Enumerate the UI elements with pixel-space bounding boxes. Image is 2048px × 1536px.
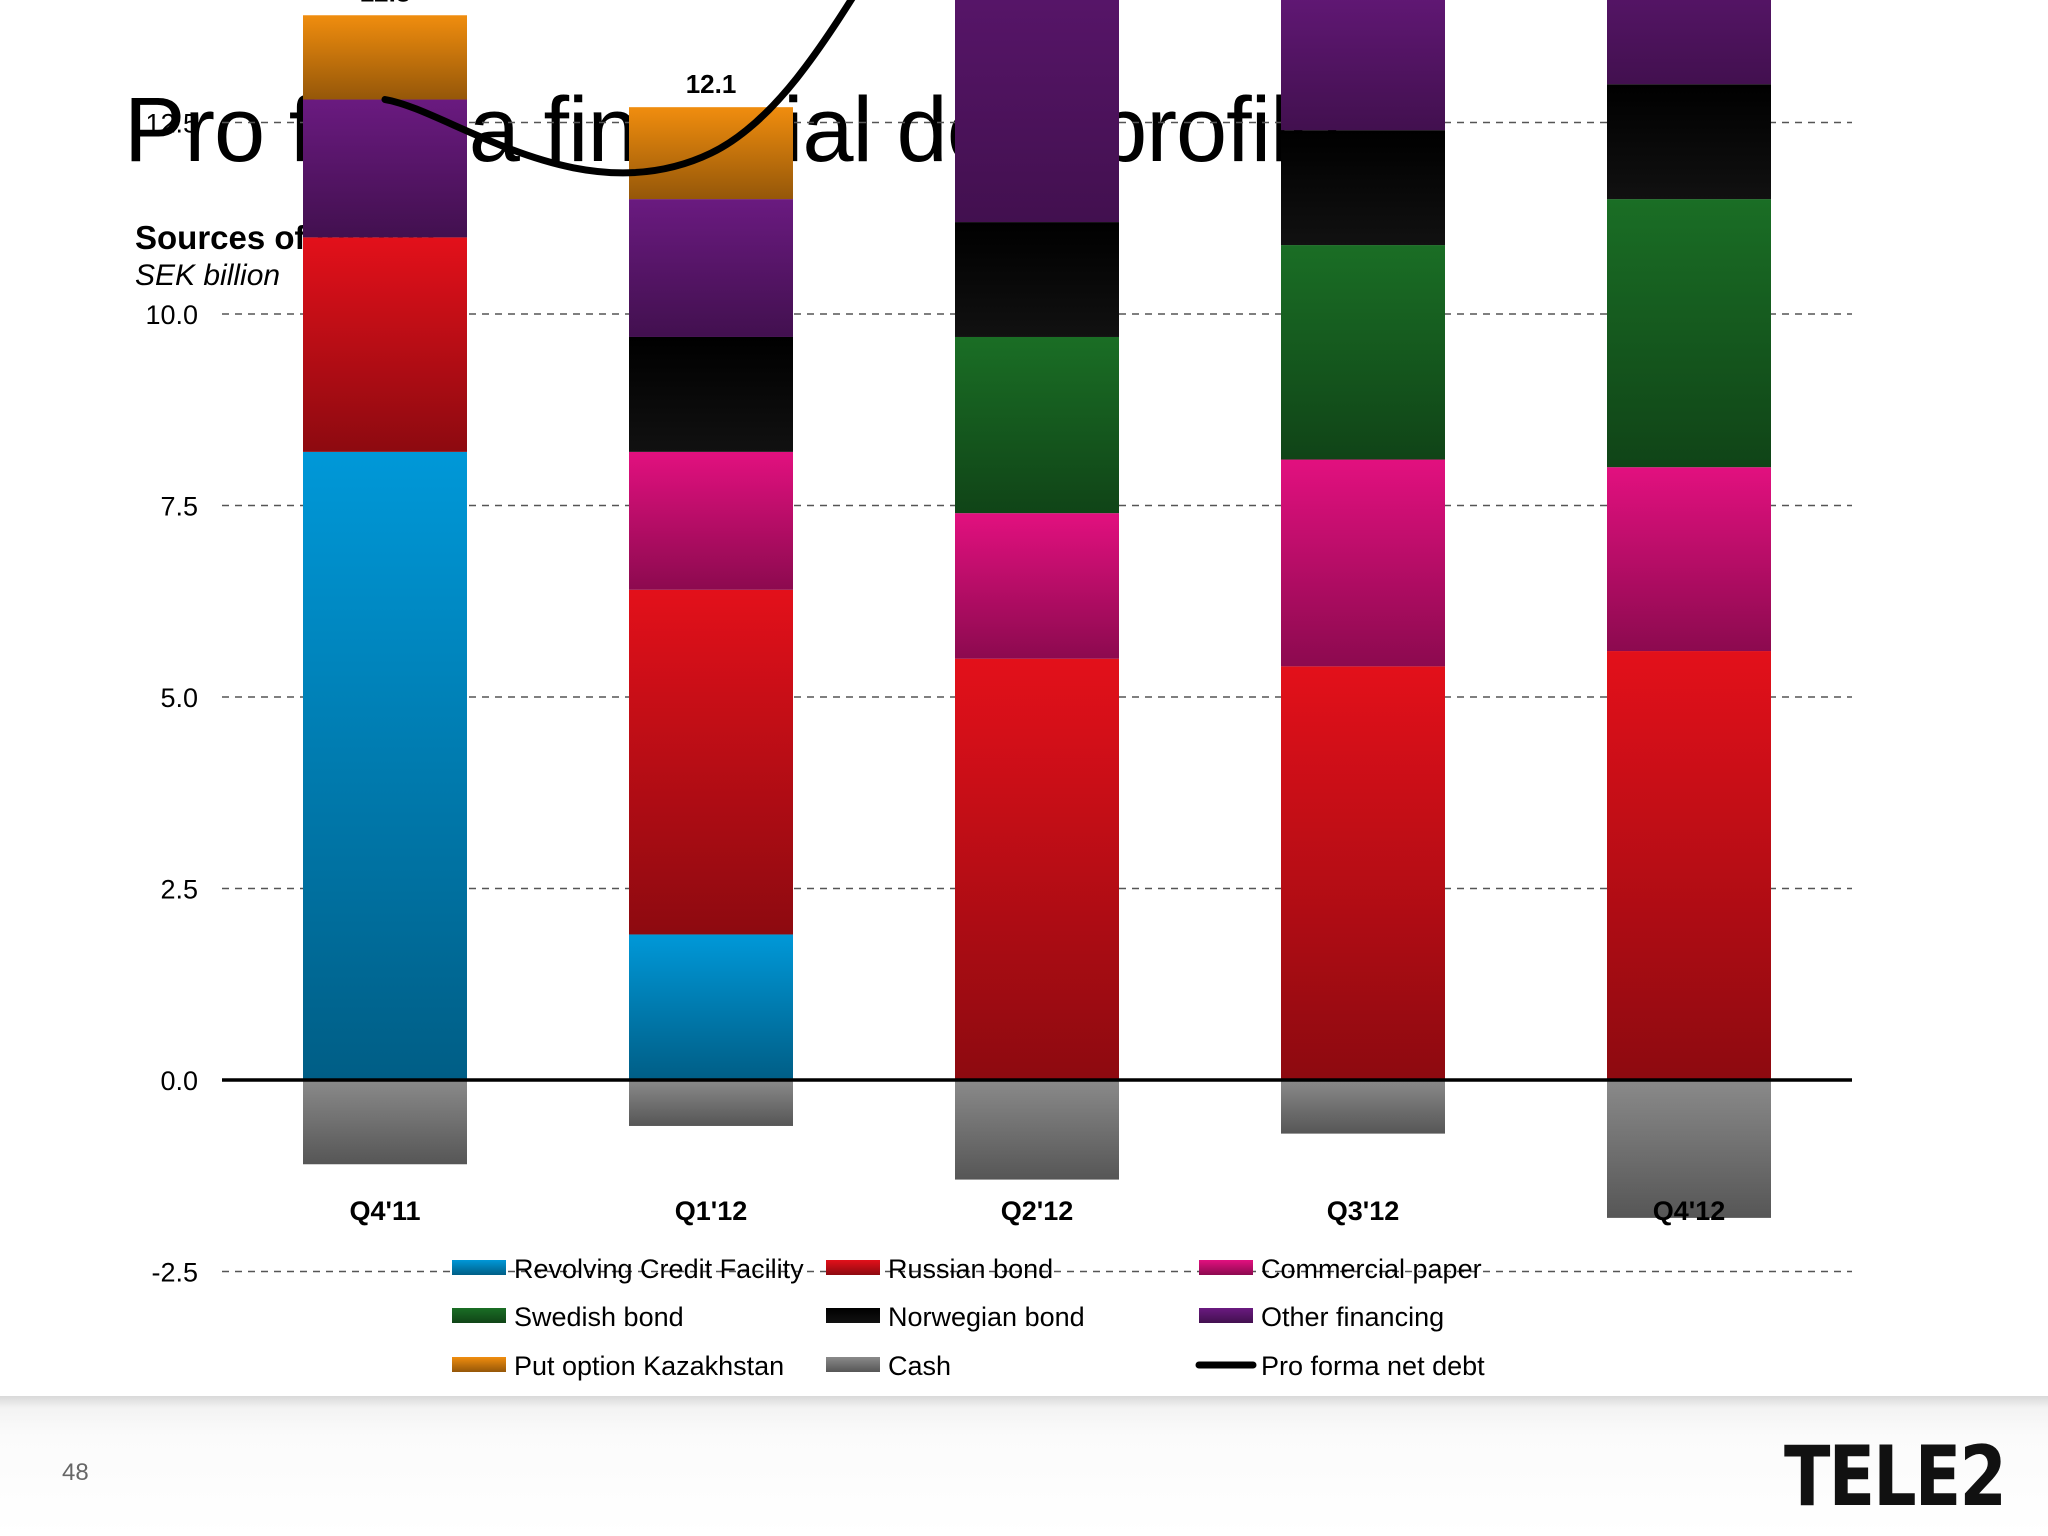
legend-swatch xyxy=(1199,1260,1253,1275)
legend-label: Cash xyxy=(888,1351,951,1381)
line-layer xyxy=(381,0,856,177)
bar-segment xyxy=(629,934,793,1080)
bar-segment xyxy=(955,0,1119,223)
legend-label: Norwegian bond xyxy=(888,1302,1085,1332)
bar-segment xyxy=(1607,651,1771,1080)
bar-segment xyxy=(955,1080,1119,1180)
bar-segment xyxy=(1607,467,1771,652)
legend-swatch xyxy=(826,1260,880,1275)
bar-segment xyxy=(955,513,1119,659)
bar-segment xyxy=(629,1080,793,1126)
legend-swatch xyxy=(452,1260,506,1275)
x-category-label: Q4'11 xyxy=(350,1196,421,1226)
y-tick-label: -2.5 xyxy=(151,1258,198,1288)
bar-segment xyxy=(1607,199,1771,468)
bar-segment xyxy=(629,451,793,590)
legend-label: Swedish bond xyxy=(514,1302,684,1332)
bar-segment xyxy=(1281,245,1445,460)
x-category-label: Q1'12 xyxy=(675,1196,747,1226)
y-tick-label: 5.0 xyxy=(160,683,198,713)
y-tick-label: 0.0 xyxy=(160,1066,198,1096)
bar-segment xyxy=(955,222,1119,337)
net-debt-line xyxy=(381,0,856,177)
y-tick-label: 10.0 xyxy=(145,300,198,330)
funding-chart: 20.017.515.012.510.07.55.02.50.0-2.5 12.… xyxy=(145,0,1852,1381)
legend-swatch xyxy=(452,1357,506,1372)
legend-label: Pro forma net debt xyxy=(1261,1351,1485,1381)
bar-segment xyxy=(1607,1080,1771,1218)
legend-swatch xyxy=(452,1308,506,1323)
legend-label: Commercial paper xyxy=(1261,1254,1482,1284)
bar-segment xyxy=(629,199,793,337)
legend-swatch xyxy=(1199,1308,1253,1323)
x-category-label: Q4'12 xyxy=(1653,1196,1725,1226)
bar-segment xyxy=(1281,666,1445,1080)
chart-unit-label: SEK billion xyxy=(135,259,281,292)
bar-segment xyxy=(1281,0,1445,131)
net-debt-value-label: 12.8 xyxy=(360,0,411,7)
bar-layer xyxy=(222,0,1852,1218)
bar-segment xyxy=(303,237,467,452)
legend-label: Russian bond xyxy=(888,1254,1053,1284)
label-layer: 12.8Q4'1112.1Q1'1216.9Q2'1215.2Q3'1214.9… xyxy=(350,0,1726,1226)
legend-swatch xyxy=(826,1357,880,1372)
bar-segment xyxy=(1281,130,1445,246)
grid-layer: 20.017.515.012.510.07.55.02.50.0-2.5 xyxy=(145,109,1852,1288)
net-debt-value-label: 12.1 xyxy=(686,69,737,99)
y-tick-label: 7.5 xyxy=(160,492,198,522)
bar-segment xyxy=(955,336,1119,514)
bar-segment xyxy=(1281,459,1445,667)
legend-label: Revolving Credit Facility xyxy=(514,1254,804,1284)
page-number: 48 xyxy=(62,1459,89,1486)
x-category-label: Q3'12 xyxy=(1327,1196,1399,1226)
bar-segment xyxy=(629,336,793,452)
bar-segment xyxy=(1281,1080,1445,1134)
bar-segment xyxy=(629,589,793,935)
legend-swatch xyxy=(826,1308,880,1323)
bar-segment xyxy=(955,658,1119,1080)
y-tick-label: 12.5 xyxy=(145,109,198,139)
bar-segment xyxy=(1607,84,1771,200)
bar-segment xyxy=(1607,0,1771,85)
bar-segment xyxy=(303,451,467,1080)
footer-band xyxy=(0,1396,2048,1536)
logo-text: TELE2 xyxy=(1784,1429,2004,1510)
legend-label: Put option Kazakhstan xyxy=(514,1351,784,1381)
x-category-label: Q2'12 xyxy=(1001,1196,1073,1226)
tele2-logo: TELE2 xyxy=(1784,1420,2007,1525)
legend: Revolving Credit Facility Russian bond Com… xyxy=(452,1254,1485,1381)
bar-segment xyxy=(303,1080,467,1165)
bar-segment xyxy=(303,15,467,100)
legend-label: Other financing xyxy=(1261,1302,1444,1332)
y-tick-label: 2.5 xyxy=(160,875,198,905)
